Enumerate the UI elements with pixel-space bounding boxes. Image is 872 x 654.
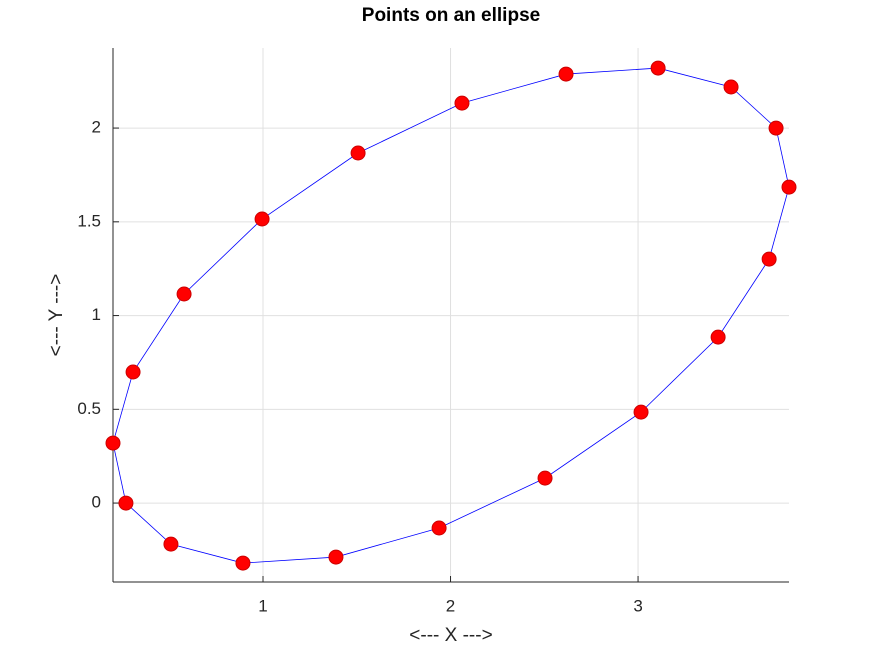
data-point — [723, 79, 739, 95]
data-point — [768, 120, 784, 136]
data-point — [105, 435, 121, 451]
data-point — [431, 520, 447, 536]
data-point — [235, 555, 251, 571]
y-tick-label: 0.5 — [77, 399, 101, 418]
data-point — [650, 60, 666, 76]
data-point — [350, 145, 366, 161]
data-point — [537, 470, 553, 486]
data-point — [633, 404, 649, 420]
y-tick-label: 2 — [92, 118, 101, 137]
data-point — [761, 251, 777, 267]
x-tick-label: 2 — [446, 596, 455, 615]
y-axis-label: <--- Y ---> — [46, 274, 67, 357]
y-tick-label: 1 — [92, 305, 101, 324]
data-point — [454, 95, 470, 111]
data-point — [710, 329, 726, 345]
data-point — [176, 286, 192, 302]
data-point — [328, 549, 344, 565]
data-point — [781, 179, 797, 195]
x-tick-label: 3 — [633, 596, 642, 615]
data-point — [254, 211, 270, 227]
data-point — [125, 364, 141, 380]
data-point — [118, 495, 134, 511]
data-point — [163, 536, 179, 552]
y-tick-label: 0 — [92, 493, 101, 512]
x-tick-label: 1 — [258, 596, 267, 615]
x-axis-label: <--- X ---> — [409, 625, 492, 646]
y-tick-label: 1.5 — [77, 211, 101, 230]
chart-title: Points on an ellipse — [362, 5, 540, 26]
data-point — [558, 66, 574, 82]
